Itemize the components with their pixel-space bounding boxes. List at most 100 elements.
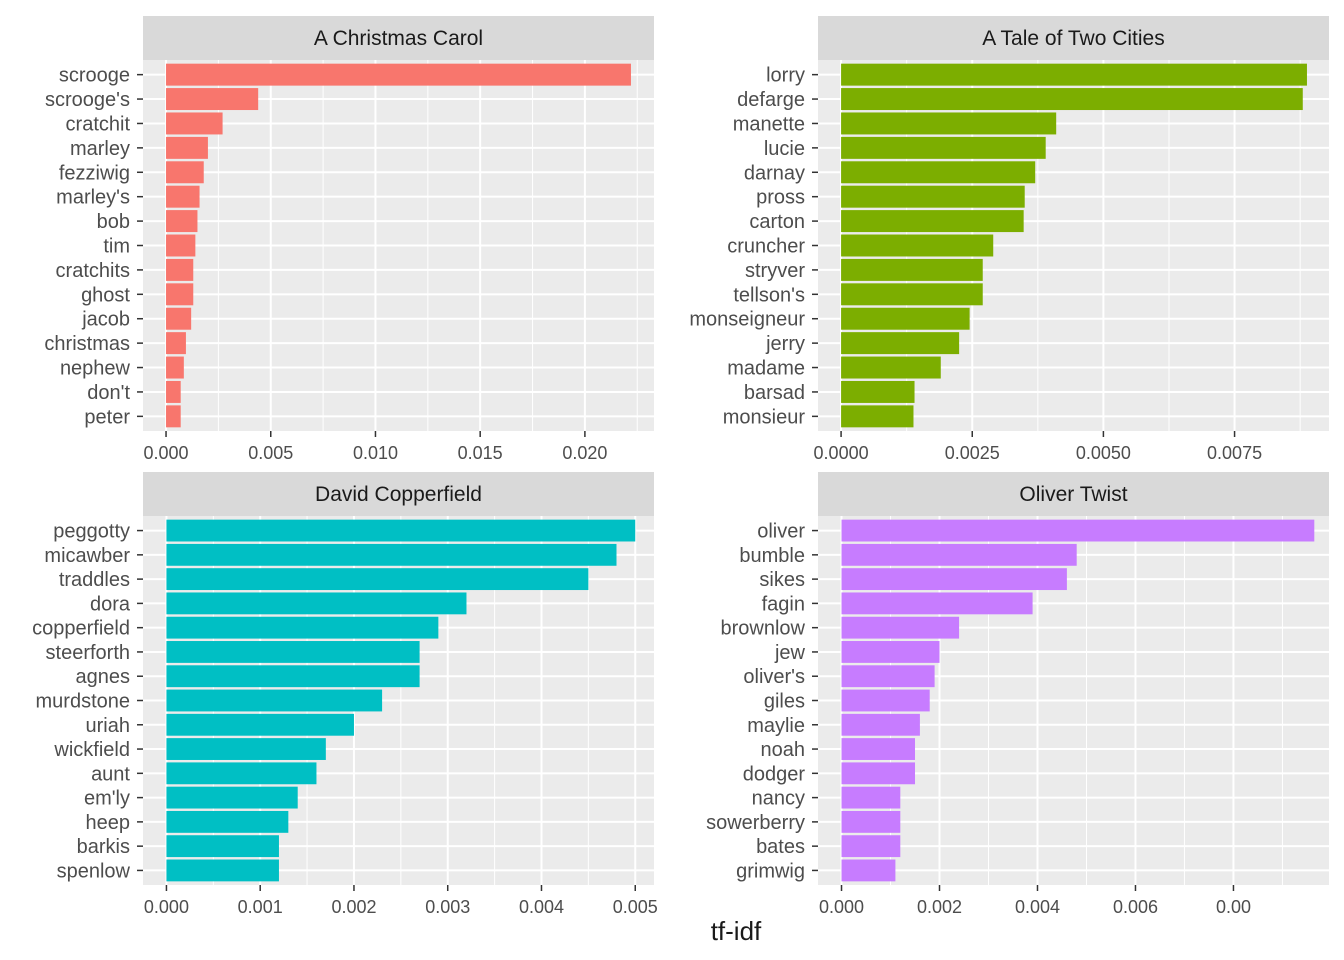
x-tick-label-david-copperfield: 0.000: [144, 897, 189, 917]
category-label-stryver: stryver: [745, 260, 805, 282]
bar-jerry: [841, 332, 960, 355]
category-label-traddles: traddles: [59, 569, 130, 591]
category-label-don-t: don't: [87, 382, 130, 404]
category-label-defarge: defarge: [737, 89, 805, 111]
category-label-marley: marley: [70, 138, 130, 160]
bar-grimwig: [841, 859, 896, 882]
category-label-murdstone: murdstone: [36, 691, 131, 713]
category-label-spenlow: spenlow: [57, 860, 131, 882]
category-label-darnay: darnay: [744, 162, 805, 184]
facet-strip-a-christmas-carol: [143, 16, 654, 60]
x-tick-label-david-copperfield: 0.002: [331, 897, 376, 917]
bar-spenlow: [166, 859, 279, 882]
category-label-agnes: agnes: [76, 666, 131, 688]
bar-oliver: [841, 519, 1315, 542]
category-label-nephew: nephew: [60, 358, 131, 380]
facet-title-oliver-twist: Oliver Twist: [1019, 483, 1127, 506]
bar-steerforth: [166, 641, 420, 663]
category-label-peter: peter: [84, 406, 130, 428]
x-tick-label-a-tale-of-two-cities: 0.0025: [945, 443, 1000, 463]
category-label-grimwig: grimwig: [736, 860, 805, 882]
category-label-bates: bates: [756, 836, 805, 858]
bar-monsieur: [841, 405, 914, 428]
bar-sowerberry: [841, 810, 901, 833]
facet-strip-oliver-twist: [818, 472, 1329, 516]
category-label-monsieur: monsieur: [723, 406, 806, 428]
bar-fagin: [841, 592, 1033, 615]
bar-traddles: [166, 568, 589, 591]
bar-scrooge-s: [166, 88, 259, 111]
bar-marley: [166, 136, 208, 159]
category-label-heep: heep: [86, 812, 131, 834]
x-tick-label-a-christmas-carol: 0.000: [144, 443, 189, 463]
category-label-copperfield: copperfield: [32, 618, 130, 640]
x-tick-label-oliver-twist: 0.006: [1113, 897, 1158, 917]
facet-title-a-christmas-carol: A Christmas Carol: [314, 27, 483, 50]
bar-scrooge: [166, 63, 631, 86]
bar-marley-s: [166, 185, 200, 208]
bar-cratchit: [166, 112, 223, 135]
category-label-cruncher: cruncher: [727, 236, 805, 258]
bar-heep: [166, 810, 289, 833]
bar-ghost: [166, 283, 194, 306]
category-label-christmas: christmas: [44, 333, 130, 355]
category-label-fezziwig: fezziwig: [59, 162, 130, 184]
x-tick-label-a-christmas-carol: 0.020: [562, 443, 607, 463]
bar-lorry: [841, 63, 1307, 86]
x-tick-label-a-tale-of-two-cities: 0.0075: [1207, 443, 1262, 463]
category-label-giles: giles: [764, 691, 805, 713]
x-tick-label-a-christmas-carol: 0.005: [248, 443, 293, 463]
category-label-monseigneur: monseigneur: [689, 309, 805, 331]
x-tick-label-a-tale-of-two-cities: 0.0000: [814, 443, 869, 463]
bar-cratchits: [166, 258, 194, 281]
bar-stryver: [841, 258, 983, 281]
x-tick-label-david-copperfield: 0.003: [425, 897, 470, 917]
x-tick-label-david-copperfield: 0.001: [238, 897, 283, 917]
x-tick-label-a-christmas-carol: 0.010: [353, 443, 398, 463]
bar-copperfield: [166, 616, 439, 639]
facet-strip-a-tale-of-two-cities: [818, 16, 1329, 60]
bar-manette: [841, 112, 1057, 135]
category-label-aunt: aunt: [91, 763, 130, 785]
bar-madame: [841, 356, 941, 379]
bar-bob: [166, 210, 198, 233]
category-label-carton: carton: [749, 211, 805, 233]
bar-giles: [841, 689, 930, 712]
category-label-jacob: jacob: [81, 309, 130, 331]
bar-carton: [841, 210, 1024, 233]
x-tick-label-david-copperfield: 0.005: [613, 897, 658, 917]
category-label-brownlow: brownlow: [721, 618, 806, 640]
category-label-manette: manette: [733, 113, 805, 135]
category-label-em-ly: em'ly: [84, 788, 130, 810]
category-label-nancy: nancy: [752, 788, 805, 810]
category-label-lucie: lucie: [764, 138, 805, 160]
bar-brownlow: [841, 616, 960, 639]
bar-bumble: [841, 543, 1077, 566]
category-label-marley-s: marley's: [56, 187, 130, 209]
category-label-lorry: lorry: [766, 65, 805, 87]
category-label-cratchit: cratchit: [66, 113, 131, 135]
bar-sikes: [841, 568, 1067, 591]
bar-em-ly: [166, 786, 298, 809]
category-label-sowerberry: sowerberry: [706, 812, 805, 834]
bar-nancy: [841, 786, 901, 809]
category-label-tim: tim: [103, 236, 130, 258]
x-tick-label-oliver-twist: 0.000: [819, 897, 864, 917]
bar-peter: [166, 405, 181, 428]
bar-tim: [166, 234, 196, 257]
bar-bates: [841, 835, 901, 858]
bar-maylie: [841, 713, 920, 736]
category-label-madame: madame: [727, 358, 805, 380]
category-label-scrooge-s: scrooge's: [45, 89, 130, 111]
bar-darnay: [841, 161, 1036, 184]
x-tick-label-oliver-twist: 0.004: [1015, 897, 1060, 917]
category-label-scrooge: scrooge: [59, 65, 130, 87]
x-tick-label-a-tale-of-two-cities: 0.0050: [1076, 443, 1131, 463]
x-tick-label-oliver-twist: 0.002: [917, 897, 962, 917]
bar-christmas: [166, 332, 186, 355]
bar-aunt: [166, 762, 317, 785]
bar-murdstone: [166, 689, 383, 712]
category-label-oliver: oliver: [757, 521, 805, 543]
bar-dora: [166, 592, 467, 615]
bar-don-t: [166, 380, 181, 403]
